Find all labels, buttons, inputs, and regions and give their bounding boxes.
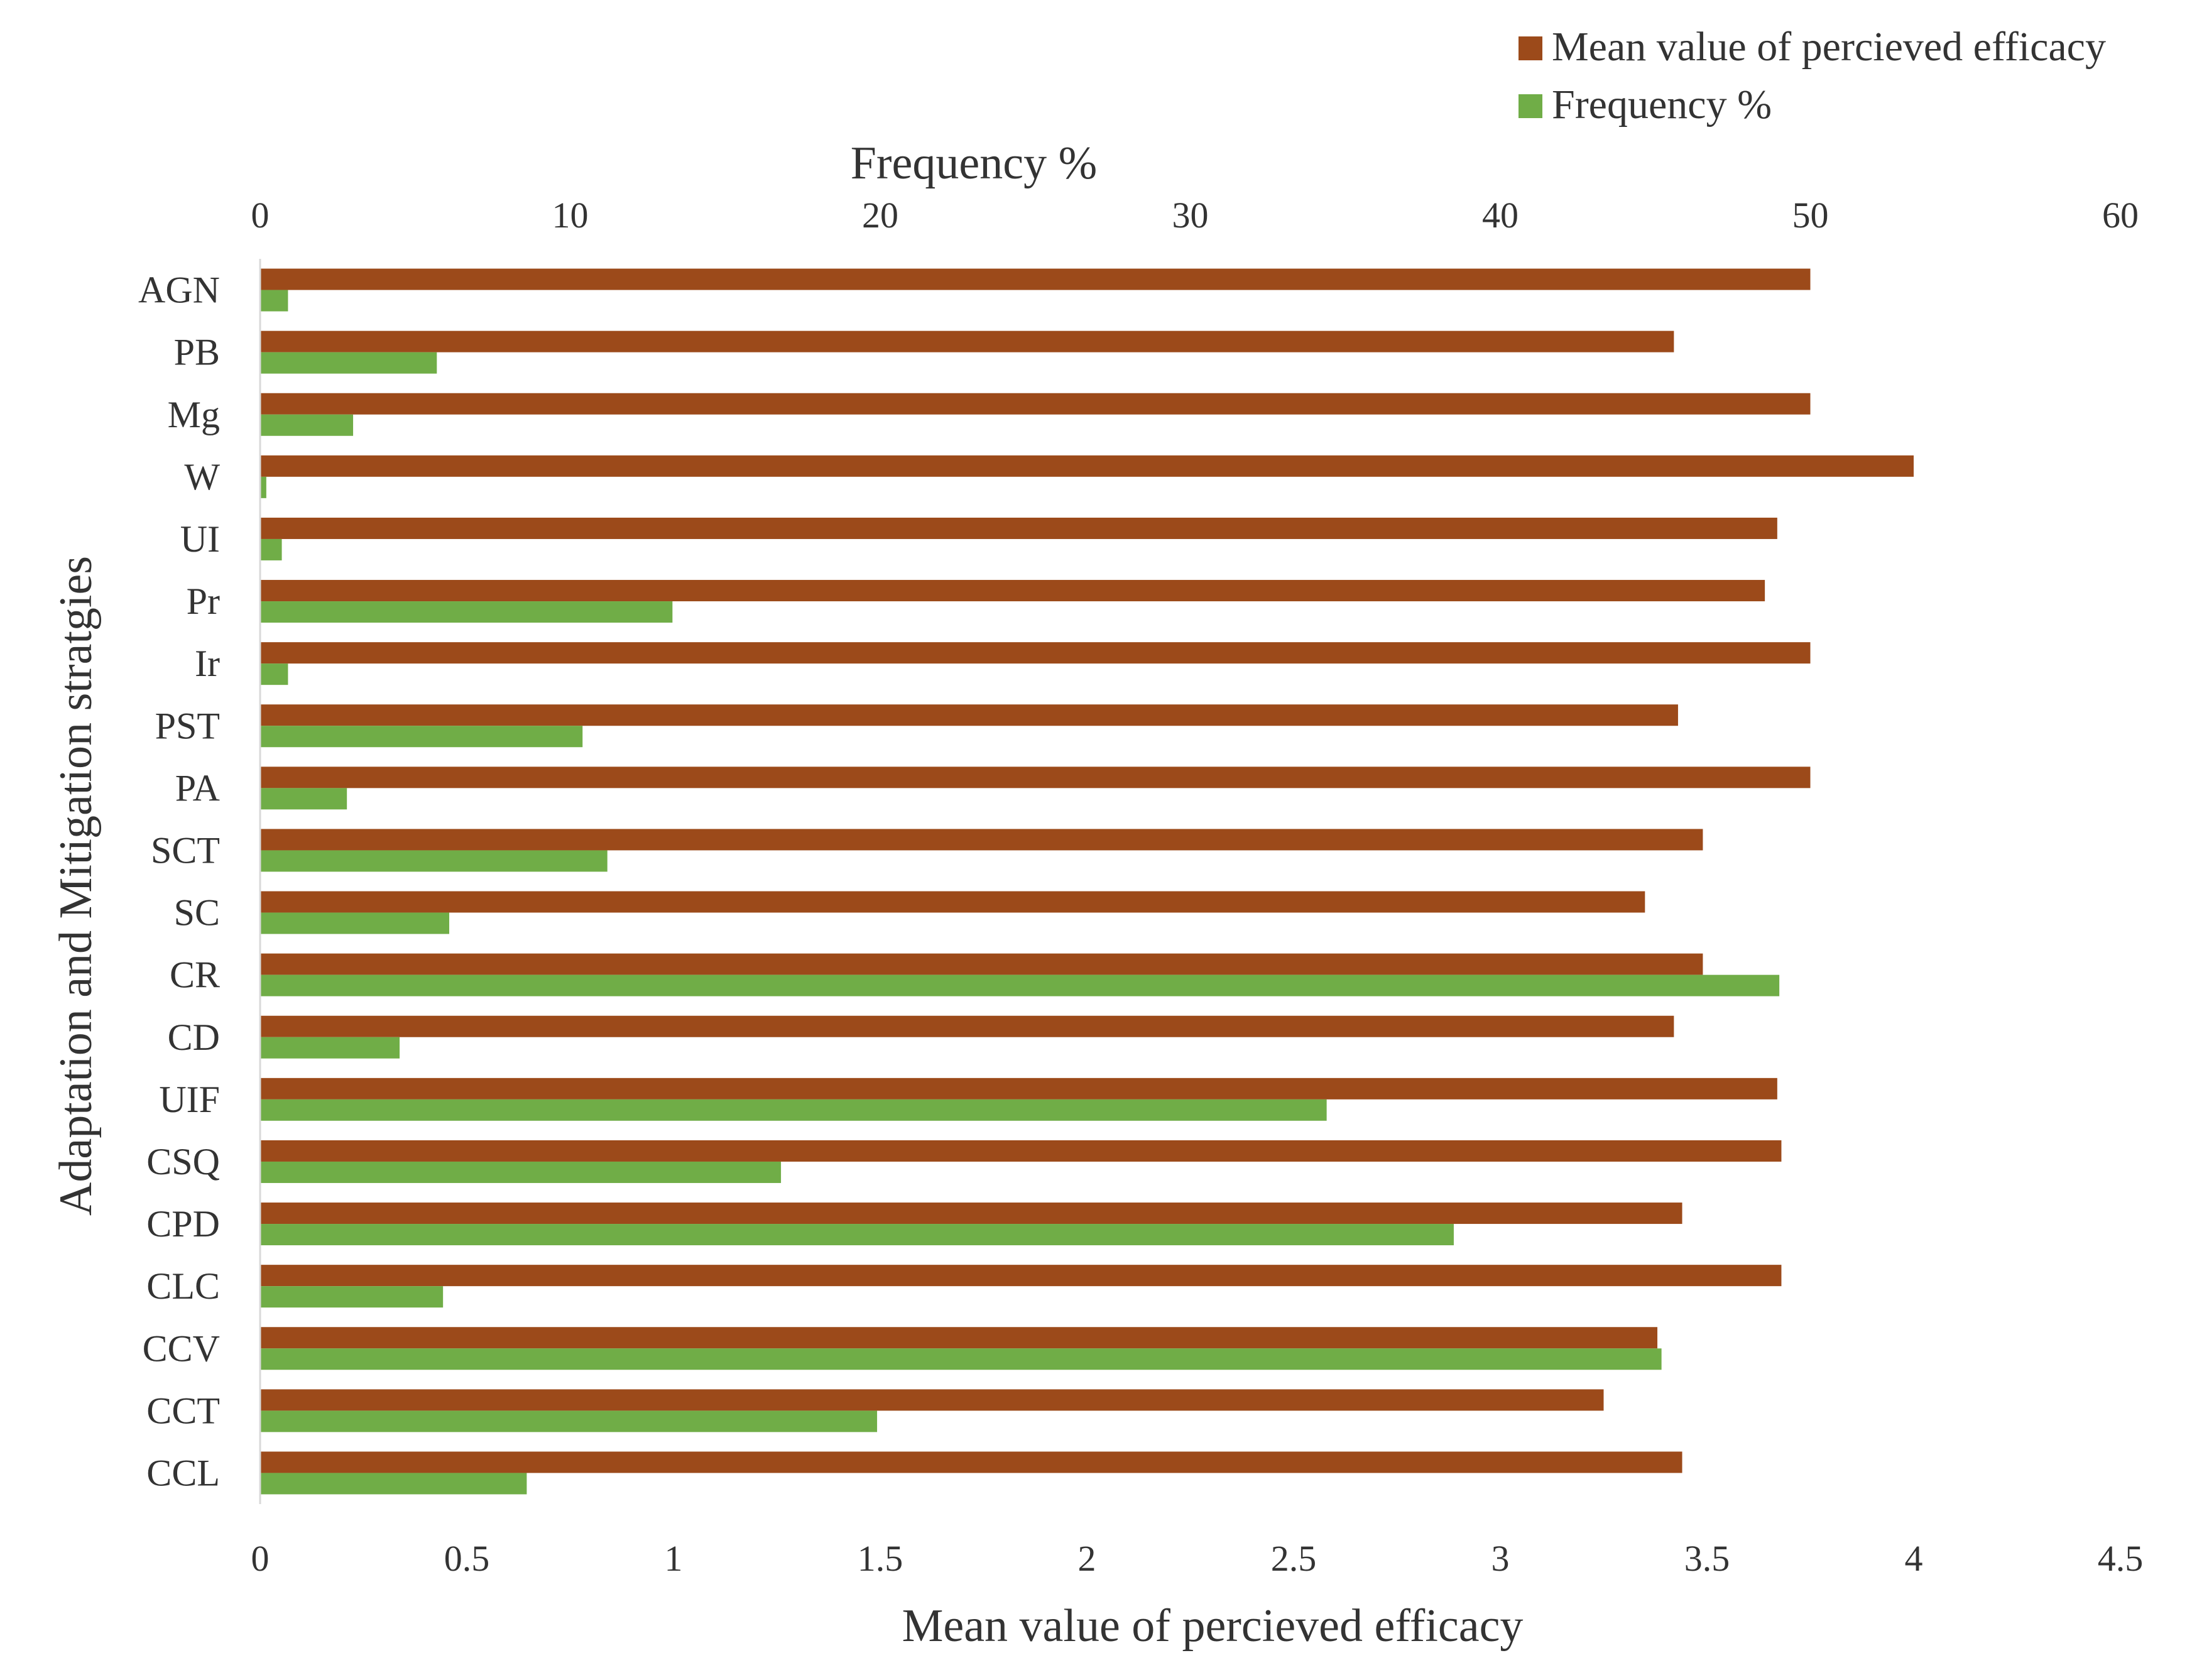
category-label-sct: SCT [151, 829, 220, 871]
bar-frequency-w [260, 476, 266, 498]
bar-frequency-pa [260, 788, 347, 810]
top-tick-label: 30 [1172, 195, 1209, 236]
bar-mean-efficacy-cr [260, 953, 1703, 975]
top-tick-label: 10 [552, 195, 589, 236]
category-label-cd: CD [168, 1017, 220, 1058]
bar-mean-efficacy-csq [260, 1140, 1782, 1162]
bar-frequency-ccl [260, 1473, 527, 1495]
bar-mean-efficacy-mg [260, 393, 1811, 415]
bar-frequency-uif [260, 1099, 1327, 1121]
bar-frequency-mg [260, 414, 354, 436]
category-label-uif: UIF [159, 1079, 220, 1120]
bar-frequency-pr [260, 601, 673, 623]
bottom-tick-label: 2 [1078, 1538, 1096, 1579]
bar-mean-efficacy-sct [260, 829, 1703, 851]
top-tick-label: 40 [1482, 195, 1519, 236]
legend-label-mean-efficacy: Mean value of percieved efficacy [1552, 24, 2106, 70]
bars [260, 268, 1914, 1495]
category-label-w: W [184, 456, 220, 498]
bar-mean-efficacy-pr [260, 580, 1765, 602]
top-tick-label: 20 [862, 195, 898, 236]
bar-frequency-cr [260, 974, 1780, 996]
category-label-agn: AGN [138, 270, 220, 311]
category-label-ir: Ir [195, 643, 220, 684]
bottom-tick-label: 4.5 [2098, 1538, 2144, 1579]
bar-frequency-cpd [260, 1224, 1454, 1246]
bar-mean-efficacy-ccl [260, 1451, 1682, 1473]
category-label-pr: Pr [187, 581, 220, 622]
bar-frequency-agn [260, 290, 288, 312]
legend: Mean value of percieved efficacy Frequen… [1519, 24, 2106, 128]
bottom-tick-label: 0.5 [444, 1538, 490, 1579]
category-label-cct: CCT [146, 1390, 220, 1431]
bar-frequency-ir [260, 663, 288, 685]
category-label-pst: PST [155, 705, 220, 746]
bar-mean-efficacy-pb [260, 330, 1674, 352]
bottom-tick-label: 3 [1491, 1538, 1510, 1579]
bar-mean-efficacy-cd [260, 1015, 1674, 1037]
top-tick-label: 50 [1792, 195, 1829, 236]
bar-frequency-ui [260, 538, 282, 560]
category-labels: AGN PB Mg W UI Pr Ir PST PA SCT SC CR CD UIF CSQ CPD CLC… [138, 270, 220, 1494]
top-tick-label: 60 [2102, 195, 2139, 236]
category-label-pb: PB [174, 332, 220, 373]
bar-mean-efficacy-ir [260, 642, 1811, 664]
bar-frequency-sc [260, 912, 450, 934]
category-label-csq: CSQ [146, 1141, 220, 1182]
bottom-tick-label: 0 [251, 1538, 270, 1579]
bar-frequency-cd [260, 1037, 400, 1059]
bar-frequency-ccv [260, 1348, 1662, 1370]
bottom-tick-label: 1 [665, 1538, 683, 1579]
legend-label-frequency: Frequency % [1552, 82, 1772, 128]
top-axis-title: Frequency % [851, 138, 1097, 189]
category-label-pa: PA [175, 767, 220, 809]
bar-mean-efficacy-w [260, 455, 1914, 477]
bar-mean-efficacy-ui [260, 517, 1777, 539]
bottom-axis-ticks: 0 0.5 1 1.5 2 2.5 3 3.5 4 4.5 [251, 1538, 2144, 1579]
bottom-axis-title: Mean value of percieved efficacy [902, 1600, 1524, 1652]
category-label-mg: Mg [168, 394, 220, 435]
category-label-sc: SC [174, 892, 220, 934]
bar-mean-efficacy-uif [260, 1077, 1777, 1099]
category-label-clc: CLC [146, 1265, 220, 1307]
category-label-ui: UI [180, 518, 220, 560]
top-axis-ticks: 0 10 20 30 40 50 60 [251, 195, 2139, 236]
bar-frequency-csq [260, 1161, 782, 1183]
bar-frequency-clc [260, 1286, 444, 1308]
legend-swatch-frequency [1519, 94, 1542, 118]
category-label-cr: CR [170, 954, 220, 996]
bottom-tick-label: 3.5 [1684, 1538, 1730, 1579]
y-axis-title: Adaptation and Mitigation stratgies [50, 556, 102, 1216]
category-label-ccl: CCL [146, 1452, 220, 1493]
bar-mean-efficacy-pst [260, 704, 1678, 726]
bar-mean-efficacy-cpd [260, 1203, 1682, 1225]
bar-frequency-sct [260, 850, 608, 872]
bar-mean-efficacy-sc [260, 891, 1645, 913]
category-label-ccv: CCV [143, 1328, 220, 1369]
bottom-tick-label: 4 [1905, 1538, 1923, 1579]
bar-mean-efficacy-agn [260, 268, 1811, 290]
legend-swatch-mean-efficacy [1519, 36, 1542, 60]
bar-frequency-cct [260, 1410, 878, 1432]
bar-frequency-pst [260, 726, 583, 748]
bottom-tick-label: 1.5 [858, 1538, 903, 1579]
bottom-tick-label: 2.5 [1271, 1538, 1317, 1579]
bar-mean-efficacy-clc [260, 1265, 1782, 1287]
top-tick-label: 0 [251, 195, 270, 236]
bar-mean-efficacy-cct [260, 1389, 1604, 1411]
bar-frequency-pb [260, 352, 437, 374]
bar-mean-efficacy-pa [260, 766, 1811, 788]
bar-mean-efficacy-ccv [260, 1327, 1658, 1349]
category-label-cpd: CPD [146, 1203, 220, 1245]
